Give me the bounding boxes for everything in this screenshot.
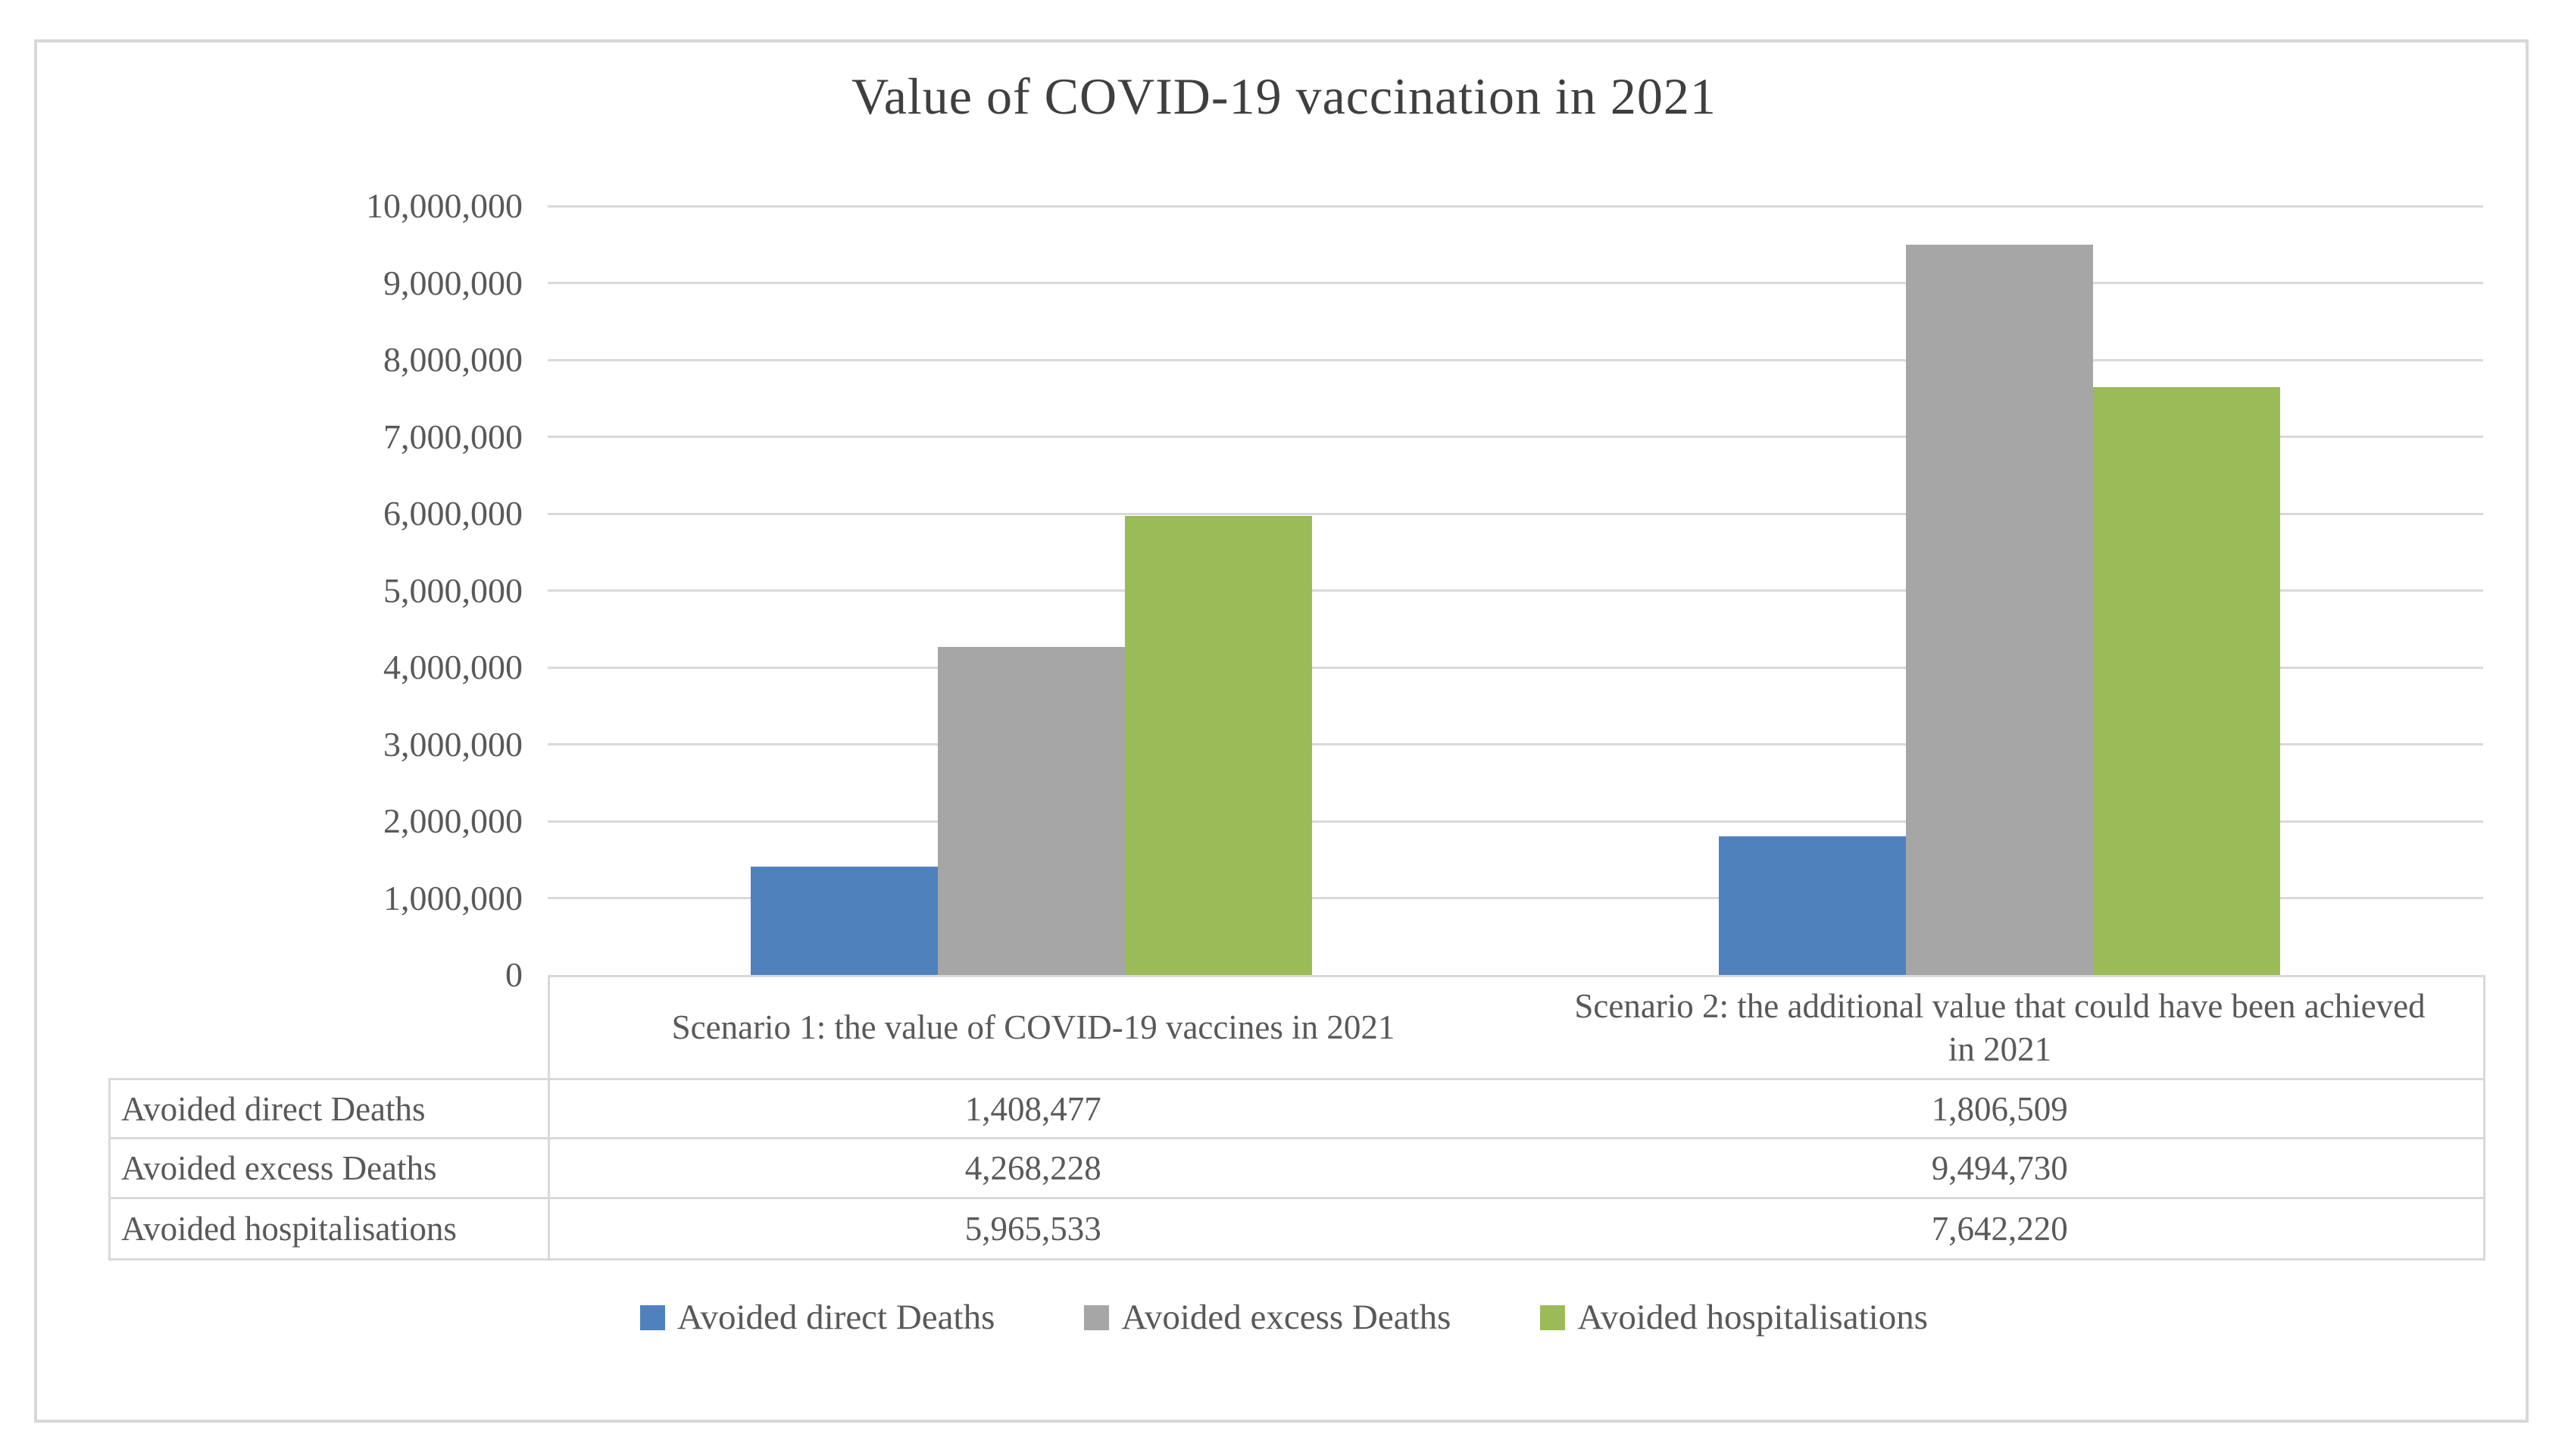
data-table: Scenario 1: the value of COVID-19 vaccin… — [108, 975, 2485, 1261]
table-row-label: Avoided excess Deaths — [108, 1137, 550, 1199]
y-axis-tick-label: 9,000,000 — [383, 263, 523, 302]
y-axis-tick-label: 3,000,000 — [383, 724, 523, 764]
bar-avoided-excess-deaths-scenario-2 — [1906, 245, 2093, 975]
gridline — [548, 282, 2483, 284]
category-label-scenario-1: Scenario 1: the value of COVID-19 vaccin… — [671, 1008, 1395, 1047]
y-axis-tick-label: 7,000,000 — [383, 417, 523, 456]
gridline — [548, 436, 2483, 438]
legend-label: Avoided direct Deaths — [676, 1298, 995, 1337]
y-axis-tick-label: 0 — [505, 955, 523, 994]
table-cell: 7,642,220 — [1516, 1197, 2485, 1261]
bar-avoided-excess-deaths-scenario-1 — [938, 647, 1125, 975]
bar-avoided-direct-deaths-scenario-1 — [751, 867, 938, 975]
table-row-label: Avoided hospitalisations — [108, 1197, 550, 1261]
legend-label: Avoided hospitalisations — [1577, 1298, 1928, 1337]
gridline — [548, 512, 2483, 515]
legend-item: Avoided hospitalisations — [1540, 1297, 1928, 1338]
table-cell: 9,494,730 — [1516, 1137, 2485, 1199]
y-axis-tick-label: 4,000,000 — [383, 648, 523, 686]
chart-title: Value of COVID-19 vaccination in 2021 — [851, 67, 1717, 125]
category-label-scenario-2: Scenario 2: the additional value that co… — [1574, 987, 2426, 1068]
y-axis-tick-label: 1,000,000 — [383, 878, 523, 917]
category-header-row: Scenario 1: the value of COVID-19 vaccin… — [548, 975, 2485, 1080]
gridline — [548, 820, 2483, 823]
gridline — [548, 205, 2483, 208]
table-cell: 1,408,477 — [548, 1078, 1517, 1139]
legend-swatch-icon — [1084, 1304, 1110, 1330]
bar-avoided-hospitalisations-scenario-2 — [2093, 387, 2280, 975]
legend-label: Avoided excess Deaths — [1121, 1298, 1451, 1337]
gridline — [548, 589, 2483, 592]
y-axis-tick-label: 10,000,000 — [366, 186, 523, 225]
table-cell: 5,965,533 — [548, 1197, 1517, 1261]
legend-item: Avoided excess Deaths — [1084, 1297, 1451, 1338]
y-axis-tick-label: 6,000,000 — [383, 494, 523, 533]
table-cell: 1,806,509 — [1516, 1078, 2485, 1139]
y-axis-tick-label: 5,000,000 — [383, 570, 523, 610]
y-axis-tick-label: 8,000,000 — [383, 340, 523, 379]
gridline — [548, 897, 2483, 899]
bar-avoided-hospitalisations-scenario-1 — [1125, 516, 1312, 975]
gridline — [548, 743, 2483, 745]
legend-swatch-icon — [639, 1304, 665, 1330]
chart-legend: Avoided direct Deaths Avoided excess Deat… — [0, 1297, 2568, 1338]
table-row-label: Avoided direct Deaths — [108, 1078, 550, 1139]
legend-item: Avoided direct Deaths — [639, 1297, 995, 1338]
y-axis-tick-label: 2,000,000 — [383, 801, 523, 840]
table-cell: 4,268,228 — [548, 1137, 1517, 1199]
gridline — [548, 358, 2483, 361]
gridline — [548, 666, 2483, 669]
table-corner-cell — [110, 976, 549, 1080]
legend-swatch-icon — [1540, 1304, 1566, 1330]
bar-avoided-direct-deaths-scenario-2 — [1719, 836, 1906, 975]
